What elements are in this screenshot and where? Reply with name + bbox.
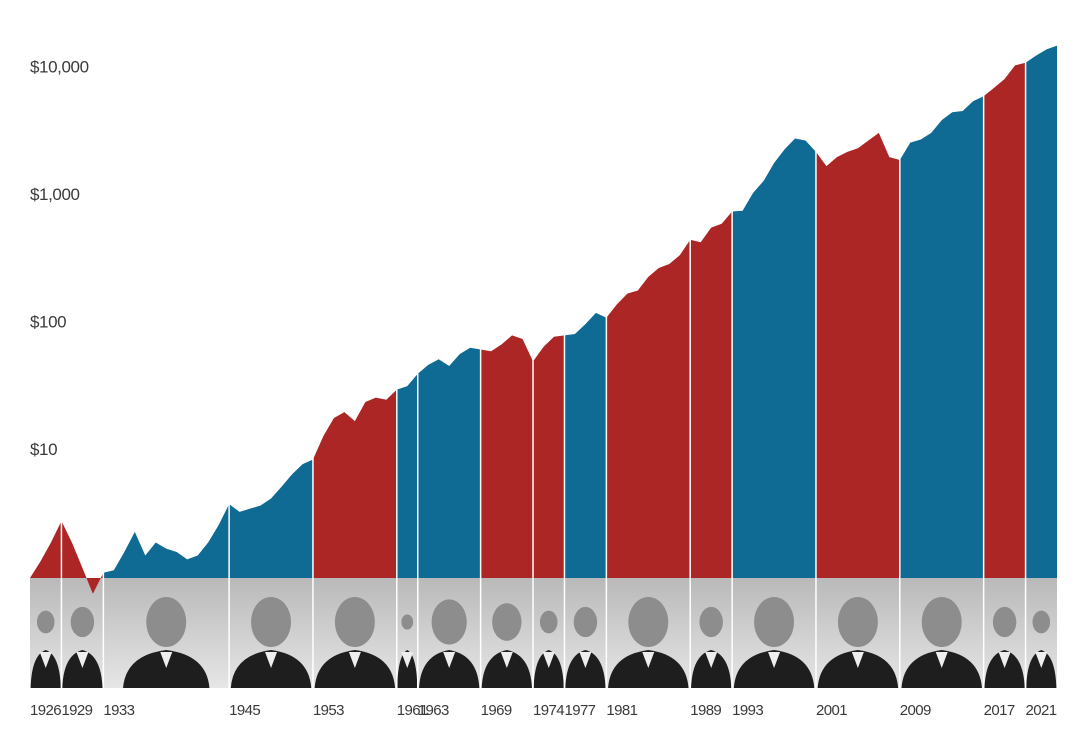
area-segment xyxy=(815,132,900,579)
portrait-shirt xyxy=(542,652,555,668)
portrait-head xyxy=(70,606,95,638)
portrait-shirt xyxy=(76,652,89,668)
y-tick-label: $100 xyxy=(30,312,66,331)
portrait-body xyxy=(984,650,1025,688)
x-tick-label: 1989 xyxy=(690,702,721,719)
area-segment xyxy=(312,389,397,578)
portrait-head xyxy=(1032,610,1051,634)
area-segment xyxy=(564,312,607,578)
portrait-head xyxy=(431,599,467,645)
portrait-shirt xyxy=(500,652,513,668)
portrait-body xyxy=(608,650,689,688)
portrait-head xyxy=(699,606,723,638)
portrait-shirt xyxy=(705,652,718,668)
area-segment xyxy=(417,347,481,578)
portrait-head xyxy=(539,610,558,634)
portrait-body xyxy=(733,650,815,688)
area-segment xyxy=(732,138,816,578)
area-segment xyxy=(103,504,230,578)
portrait-shirt xyxy=(768,652,781,668)
area-segment xyxy=(396,373,418,578)
area-segment xyxy=(606,239,691,578)
portrait-body xyxy=(397,650,418,688)
area-segment xyxy=(61,520,104,594)
portrait-shirt xyxy=(160,652,173,668)
y-tick-label: $10 xyxy=(30,440,57,459)
portrait-shirt xyxy=(642,652,655,668)
portrait-body xyxy=(481,650,532,688)
area-segment xyxy=(983,62,1026,578)
area-segment xyxy=(1025,45,1057,579)
x-tick-label: 1969 xyxy=(481,702,512,719)
portrait-shirt xyxy=(348,652,361,668)
x-tick-label: 1933 xyxy=(103,702,134,719)
x-tick-label: 1929 xyxy=(61,702,92,719)
x-tick-label: 2009 xyxy=(900,702,931,719)
portrait-body xyxy=(230,650,312,688)
portrait-body xyxy=(901,650,982,688)
portrait-head xyxy=(628,597,669,647)
portrait-head xyxy=(754,597,795,647)
portrait-head xyxy=(334,597,375,647)
y-tick-label: $1,000 xyxy=(30,185,80,204)
portrait-head xyxy=(146,597,187,647)
portrait-shirt xyxy=(443,652,456,668)
x-tick-label: 1981 xyxy=(606,702,637,719)
area-segment xyxy=(899,96,984,579)
portrait-head xyxy=(992,606,1017,638)
x-tick-label: 1993 xyxy=(732,702,763,719)
portrait-body xyxy=(691,650,732,688)
area-segment xyxy=(229,459,313,578)
portrait-shirt xyxy=(998,652,1011,668)
area-segment xyxy=(690,211,733,578)
portrait-shirt xyxy=(39,652,52,668)
portrait-head xyxy=(837,597,878,647)
portrait-head xyxy=(36,610,55,634)
portrait-body xyxy=(123,650,210,688)
x-tick-label: 1977 xyxy=(564,702,595,719)
portrait-head xyxy=(401,614,414,630)
portrait-body xyxy=(533,650,564,688)
area-segment xyxy=(30,520,62,578)
portrait-head xyxy=(492,603,522,641)
area-segment xyxy=(480,335,534,578)
x-tick-label: 1963 xyxy=(418,702,449,719)
portrait-shirt xyxy=(851,652,864,668)
x-tick-label: 2001 xyxy=(816,702,847,719)
portrait-shirt xyxy=(1035,652,1048,668)
x-tick-label: 1961 xyxy=(397,702,428,719)
portrait-shirt xyxy=(579,652,592,668)
portrait-body xyxy=(817,650,899,688)
x-tick-label: 2017 xyxy=(984,702,1015,719)
portrait-body xyxy=(1026,650,1057,688)
y-tick-label: $10,000 xyxy=(30,58,89,77)
portrait-body xyxy=(62,650,103,688)
x-tick-label: 2021 xyxy=(1026,702,1057,719)
portrait-head xyxy=(251,597,292,647)
portrait-head xyxy=(573,606,598,638)
portrait-body xyxy=(419,650,480,688)
x-tick-label: 1974 xyxy=(533,702,564,719)
x-tick-label: 1953 xyxy=(313,702,344,719)
portrait-head xyxy=(921,597,962,647)
portrait-body xyxy=(314,650,396,688)
x-tick-label: 1926 xyxy=(30,702,61,719)
area-segment xyxy=(533,335,565,578)
portrait-shirt xyxy=(401,652,414,668)
portrait-shirt xyxy=(935,652,948,668)
portrait-shirt xyxy=(265,652,278,668)
portrait-body xyxy=(30,650,61,688)
portrait-body xyxy=(565,650,606,688)
x-tick-label: 1945 xyxy=(229,702,260,719)
